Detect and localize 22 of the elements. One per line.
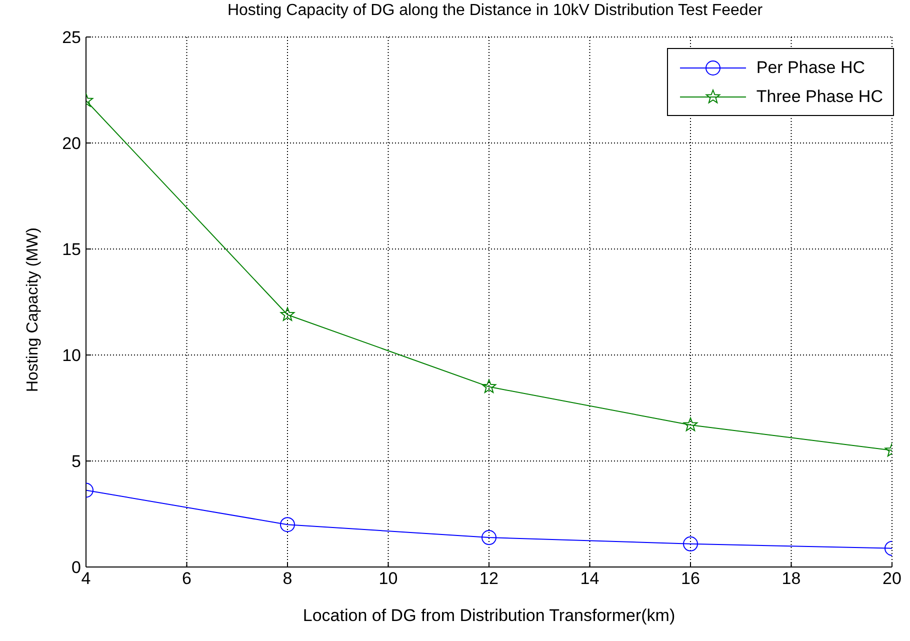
legend-label: Per Phase HC bbox=[756, 58, 866, 78]
chart-title: Hosting Capacity of DG along the Distance in 10kV Distribution Test Feeder bbox=[226, 2, 764, 20]
x-tick-label: 20 bbox=[882, 569, 902, 588]
x-tick-label: 12 bbox=[480, 569, 498, 588]
point bbox=[482, 530, 496, 546]
x-tick-label: 8 bbox=[282, 569, 292, 588]
x-tick-label: 16 bbox=[681, 569, 700, 588]
x-tick-label: 6 bbox=[182, 569, 192, 588]
legend-label: Three Phase HC bbox=[756, 86, 883, 106]
y-tick-label: 0 bbox=[72, 558, 81, 578]
x-tick-label: 18 bbox=[782, 569, 801, 588]
y-axis-title: Hosting Capacity (MW) bbox=[24, 228, 42, 392]
x-axis-title: Location of DG from Distribution Transformer(km) bbox=[302, 606, 676, 625]
x-tick-label: 4 bbox=[81, 569, 91, 588]
y-tick-label: 25 bbox=[62, 28, 81, 48]
x-tick-label: 10 bbox=[378, 569, 398, 588]
point bbox=[482, 379, 496, 393]
x-tick-label: 14 bbox=[580, 569, 600, 588]
y-tick-label: 20 bbox=[62, 134, 81, 154]
y-tick-label: 5 bbox=[72, 452, 81, 472]
y-tick-label: 15 bbox=[62, 240, 81, 260]
y-tick-label: 10 bbox=[62, 346, 81, 366]
